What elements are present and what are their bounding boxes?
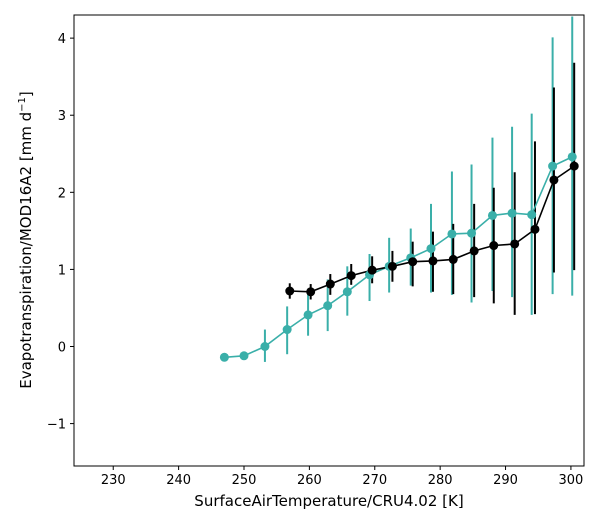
series-1-point xyxy=(527,210,537,220)
series-2-point xyxy=(448,254,458,264)
series-1-point xyxy=(282,325,292,335)
series-lines xyxy=(224,156,575,359)
series-2-point xyxy=(367,265,377,275)
y-tick-label: −1 xyxy=(47,418,66,433)
series-2-point xyxy=(408,257,418,267)
series-1-point xyxy=(219,352,229,362)
x-tick-label: 240 xyxy=(166,473,191,488)
x-tick-label: 230 xyxy=(101,473,126,488)
x-tick-label: 290 xyxy=(493,473,518,488)
series-1-point xyxy=(447,229,457,239)
series-1-point xyxy=(303,310,313,320)
series-2-point xyxy=(346,271,356,281)
y-axis-label: Evapotranspiration/MOD16A2 [mm d−1] xyxy=(17,91,35,389)
series-1-line xyxy=(224,156,573,359)
series-2-point xyxy=(285,286,295,296)
series-1-point xyxy=(426,244,436,254)
x-axis-label: SurfaceAirTemperature/CRU4.02 [K] xyxy=(194,492,463,510)
y-tick-label: 0 xyxy=(58,341,66,356)
x-tick-label: 300 xyxy=(559,473,584,488)
series-1-point xyxy=(548,161,558,171)
series-1-point xyxy=(323,301,333,311)
series-1-point xyxy=(239,351,249,361)
y-tick-label: 2 xyxy=(58,186,66,201)
series-2-point xyxy=(489,241,499,251)
plot-frame xyxy=(73,14,585,467)
series-2-point xyxy=(428,256,438,266)
x-tick-label: 250 xyxy=(232,473,257,488)
series-2-point xyxy=(569,161,579,171)
series-2-point xyxy=(510,239,520,249)
x-tick-label: 280 xyxy=(428,473,453,488)
series-1-point xyxy=(507,208,517,218)
series-1-point xyxy=(567,152,577,162)
series-2-point xyxy=(306,287,316,297)
series-points xyxy=(219,152,579,362)
y-axis-ticks: −1 0 1 2 3 4 xyxy=(47,32,74,433)
y-tick-label: 4 xyxy=(58,32,66,47)
series-2-point xyxy=(469,246,479,256)
series-1-point xyxy=(487,210,497,220)
series-1-point xyxy=(260,342,270,352)
x-tick-label: 270 xyxy=(362,473,387,488)
series-2-point xyxy=(387,261,397,271)
x-axis-ticks: 230 240 250 260 270 280 290 300 xyxy=(101,466,584,488)
y-tick-label: 1 xyxy=(58,263,66,278)
y-tick-label: 3 xyxy=(58,109,66,124)
error-bars xyxy=(263,16,576,362)
x-tick-label: 260 xyxy=(297,473,322,488)
series-2-point xyxy=(530,224,540,234)
series-1-point xyxy=(342,287,352,297)
series-1-point xyxy=(467,228,477,238)
series-2-point xyxy=(325,279,335,289)
series-2-point xyxy=(549,175,559,185)
